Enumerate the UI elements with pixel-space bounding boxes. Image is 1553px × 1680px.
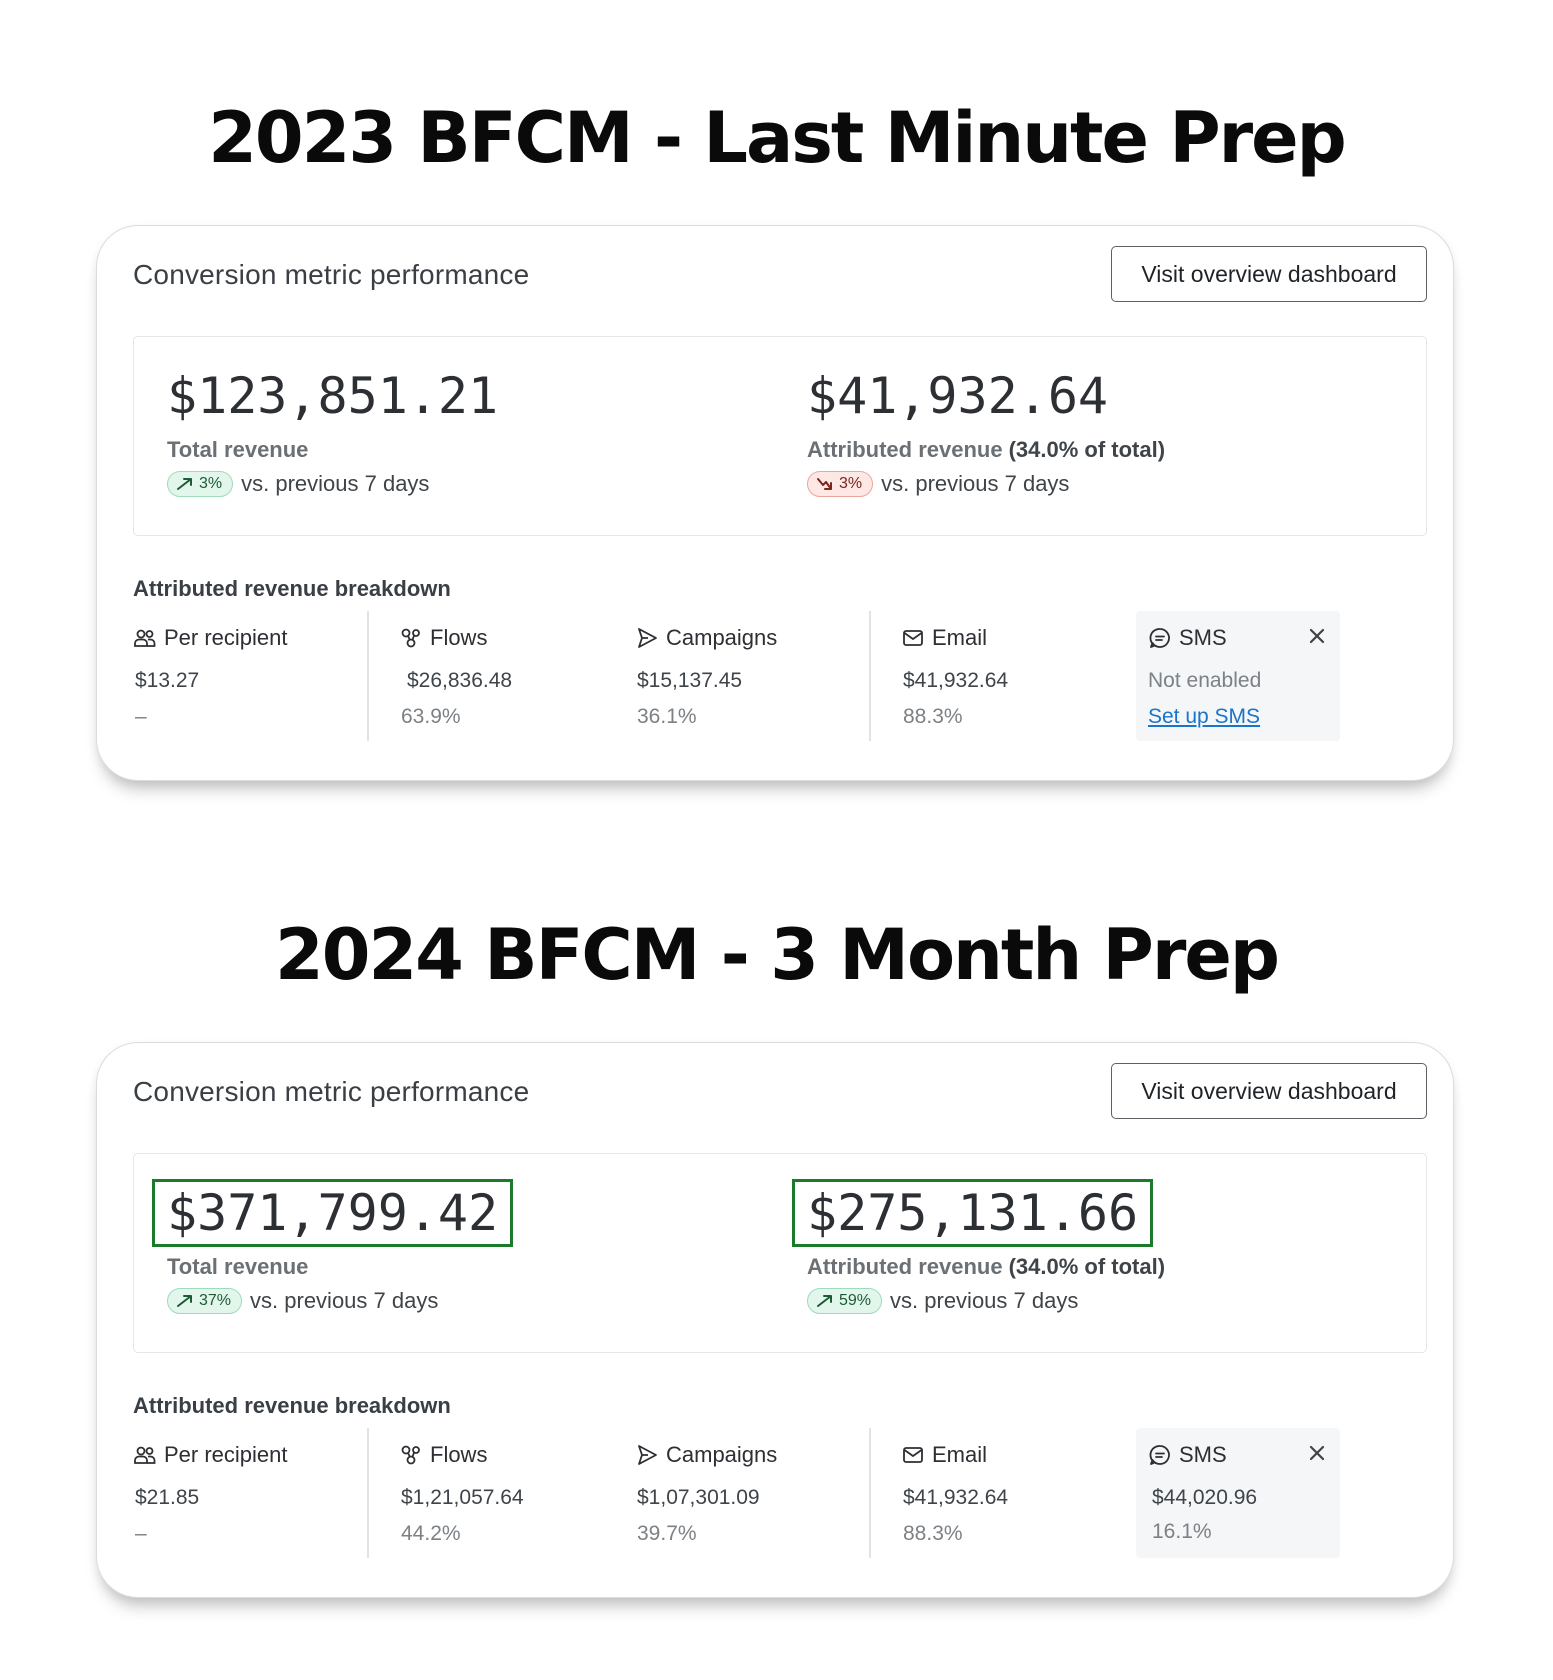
breakdown-value: $41,932.64	[903, 669, 1009, 692]
trend-badge-up: 3%	[167, 471, 234, 497]
trend-badge-value: 59%	[839, 1292, 872, 1309]
breakdown-label: Flows	[430, 625, 488, 650]
breakdown-share: 88.3%	[903, 705, 963, 728]
total-revenue-comparison: 3% vs. previous 7 days	[167, 471, 429, 497]
visit-overview-dashboard-button[interactable]: Visit overview dashboard	[1111, 1063, 1427, 1119]
conversion-metric-card-2024: Conversion metric performance Visit over…	[96, 1042, 1454, 1598]
breakdown-share: 16.1%	[1152, 1520, 1212, 1543]
attributed-share: (34.0% of total)	[1008, 437, 1166, 462]
total-revenue-comparison: 37% vs. previous 7 days	[167, 1288, 438, 1314]
total-revenue-value: $123,851.21	[167, 367, 499, 425]
breakdown-value: $1,21,057.64	[401, 1486, 524, 1509]
trend-badge-down: 3%	[807, 471, 874, 497]
total-revenue-value: $371,799.42	[151, 1179, 514, 1247]
comparison-text: vs. previous 7 days	[890, 1288, 1079, 1313]
breakdown-title: Attributed revenue breakdown	[133, 576, 451, 601]
send-icon	[638, 628, 657, 648]
attributed-revenue-comparison: 3% vs. previous 7 days	[807, 471, 1069, 497]
conversion-metric-card-2023: Conversion metric performance Visit over…	[96, 225, 1454, 781]
trend-badge-value: 3%	[839, 475, 863, 492]
breakdown-label: SMS	[1179, 1442, 1227, 1467]
trend-up-icon	[177, 478, 192, 490]
trend-badge-value: 3%	[199, 475, 223, 492]
visit-overview-dashboard-button[interactable]: Visit overview dashboard	[1111, 246, 1427, 302]
breakdown-value: $13.27	[135, 669, 200, 692]
breakdown-share: –	[135, 705, 147, 728]
breakdown-label: Campaigns	[666, 1442, 778, 1467]
total-revenue-label: Total revenue	[167, 1254, 309, 1279]
flows-icon	[401, 1445, 420, 1465]
attributed-revenue-value: $275,131.66	[791, 1179, 1154, 1247]
comparison-text: vs. previous 7 days	[241, 471, 430, 496]
breakdown-value: $21.85	[135, 1486, 200, 1509]
attributed-revenue-label: Attributed revenue (34.0% of total)	[807, 437, 1165, 463]
breakdown-share: 63.9%	[401, 705, 461, 728]
section-heading-2023: 2023 BFCM - Last Minute Prep	[208, 97, 1347, 179]
attributed-revenue-breakdown: Per recipient $13.27 – Flows $26,836.48 …	[133, 611, 1427, 741]
trend-down-icon	[817, 478, 832, 490]
attributed-revenue-value: $41,932.64	[807, 367, 1109, 425]
metrics-summary: $123,851.21 Total revenue 3% vs. previou…	[133, 336, 1427, 536]
breakdown-value: $15,137.45	[637, 669, 743, 692]
breakdown-label: Per recipient	[164, 625, 288, 650]
mail-icon	[903, 630, 923, 646]
mail-icon	[903, 1447, 923, 1463]
breakdown-value: $44,020.96	[1152, 1486, 1258, 1509]
trend-up-icon	[817, 1295, 832, 1307]
breakdown-share: 39.7%	[637, 1522, 697, 1545]
people-icon	[134, 1446, 156, 1464]
breakdown-label: Email	[932, 625, 988, 650]
metrics-summary: $371,799.42 Total revenue 37% vs. previo…	[133, 1153, 1427, 1353]
breakdown-label: Email	[932, 1442, 988, 1467]
breakdown-label: Campaigns	[666, 625, 778, 650]
comparison-text: vs. previous 7 days	[250, 1288, 439, 1313]
breakdown-sms: SMS $44,020.96 16.1%	[1136, 1428, 1340, 1558]
attributed-label-text: Attributed revenue	[807, 1254, 1003, 1279]
comparison-text: vs. previous 7 days	[881, 471, 1070, 496]
total-revenue-label: Total revenue	[167, 437, 309, 462]
trend-badge-up: 37%	[167, 1288, 243, 1314]
breakdown-label: SMS	[1179, 625, 1227, 650]
breakdown-share: 36.1%	[637, 705, 697, 728]
trend-badge-up: 59%	[807, 1288, 883, 1314]
attributed-revenue-comparison: 59% vs. previous 7 days	[807, 1288, 1078, 1314]
breakdown-title: Attributed revenue breakdown	[133, 1393, 451, 1418]
chat-icon	[1149, 1445, 1170, 1465]
close-icon[interactable]	[1306, 625, 1328, 647]
card-title: Conversion metric performance	[133, 259, 530, 290]
attributed-label-text: Attributed revenue	[807, 437, 1003, 462]
section-heading-2024: 2024 BFCM - 3 Month Prep	[275, 914, 1280, 996]
trend-up-icon	[177, 1295, 192, 1307]
attributed-revenue-label: Attributed revenue (34.0% of total)	[807, 1254, 1165, 1280]
breakdown-share: –	[135, 1522, 147, 1545]
flows-icon	[401, 628, 420, 648]
people-icon	[134, 629, 156, 647]
attributed-share: (34.0% of total)	[1008, 1254, 1166, 1279]
column-divider	[869, 1428, 871, 1558]
breakdown-sms: SMS Not enabled Set up SMS	[1136, 611, 1340, 741]
breakdown-share: 44.2%	[401, 1522, 461, 1545]
column-divider	[869, 611, 871, 741]
send-icon	[638, 1445, 657, 1465]
breakdown-label: Flows	[430, 1442, 488, 1467]
close-icon[interactable]	[1306, 1442, 1328, 1464]
breakdown-value: $1,07,301.09	[637, 1486, 760, 1509]
chat-icon	[1149, 628, 1170, 648]
trend-badge-value: 37%	[199, 1292, 232, 1309]
breakdown-value: $26,836.48	[407, 669, 513, 692]
breakdown-label: Per recipient	[164, 1442, 288, 1467]
set-up-sms-link[interactable]: Set up SMS	[1148, 705, 1261, 728]
breakdown-share: 88.3%	[903, 1522, 963, 1545]
card-title: Conversion metric performance	[133, 1076, 530, 1107]
attributed-revenue-breakdown: Per recipient $21.85 – Flows $1,21,057.6…	[133, 1428, 1427, 1558]
sms-status: Not enabled	[1148, 669, 1262, 692]
column-divider	[367, 1428, 369, 1558]
breakdown-value: $41,932.64	[903, 1486, 1009, 1509]
column-divider	[367, 611, 369, 741]
